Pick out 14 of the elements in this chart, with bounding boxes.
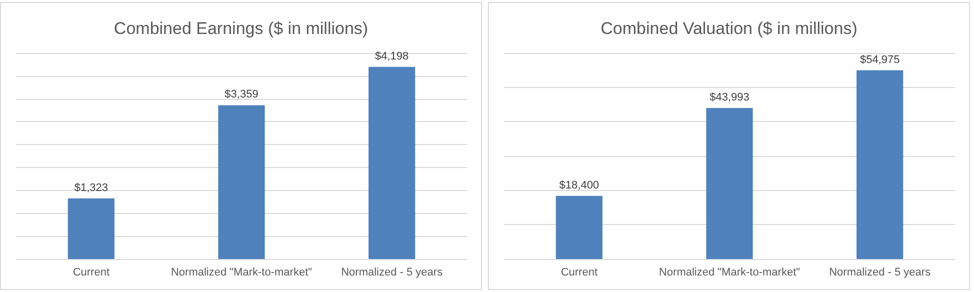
x-tick-label: Normalized - 5 years <box>829 266 932 278</box>
data-label: $4,198 <box>375 50 409 62</box>
x-tick-label: Normalized - 5 years <box>341 266 444 278</box>
x-tick-label: Normalized "Mark-to-market" <box>170 266 312 278</box>
data-label: $1,323 <box>74 182 108 194</box>
data-label: $3,359 <box>224 88 258 101</box>
x-tick-label: Current <box>560 266 598 278</box>
data-label: $43,993 <box>710 91 750 104</box>
data-label: $18,400 <box>559 179 600 192</box>
chart-title: Combined Valuation ($ in millions) <box>600 19 858 38</box>
data-label: $54,975 <box>860 54 900 66</box>
x-tick-label: Current <box>72 266 110 278</box>
chart-title: Combined Earnings ($ in millions) <box>114 19 368 38</box>
x-tick-label: Normalized "Mark-to-market" <box>658 266 800 278</box>
